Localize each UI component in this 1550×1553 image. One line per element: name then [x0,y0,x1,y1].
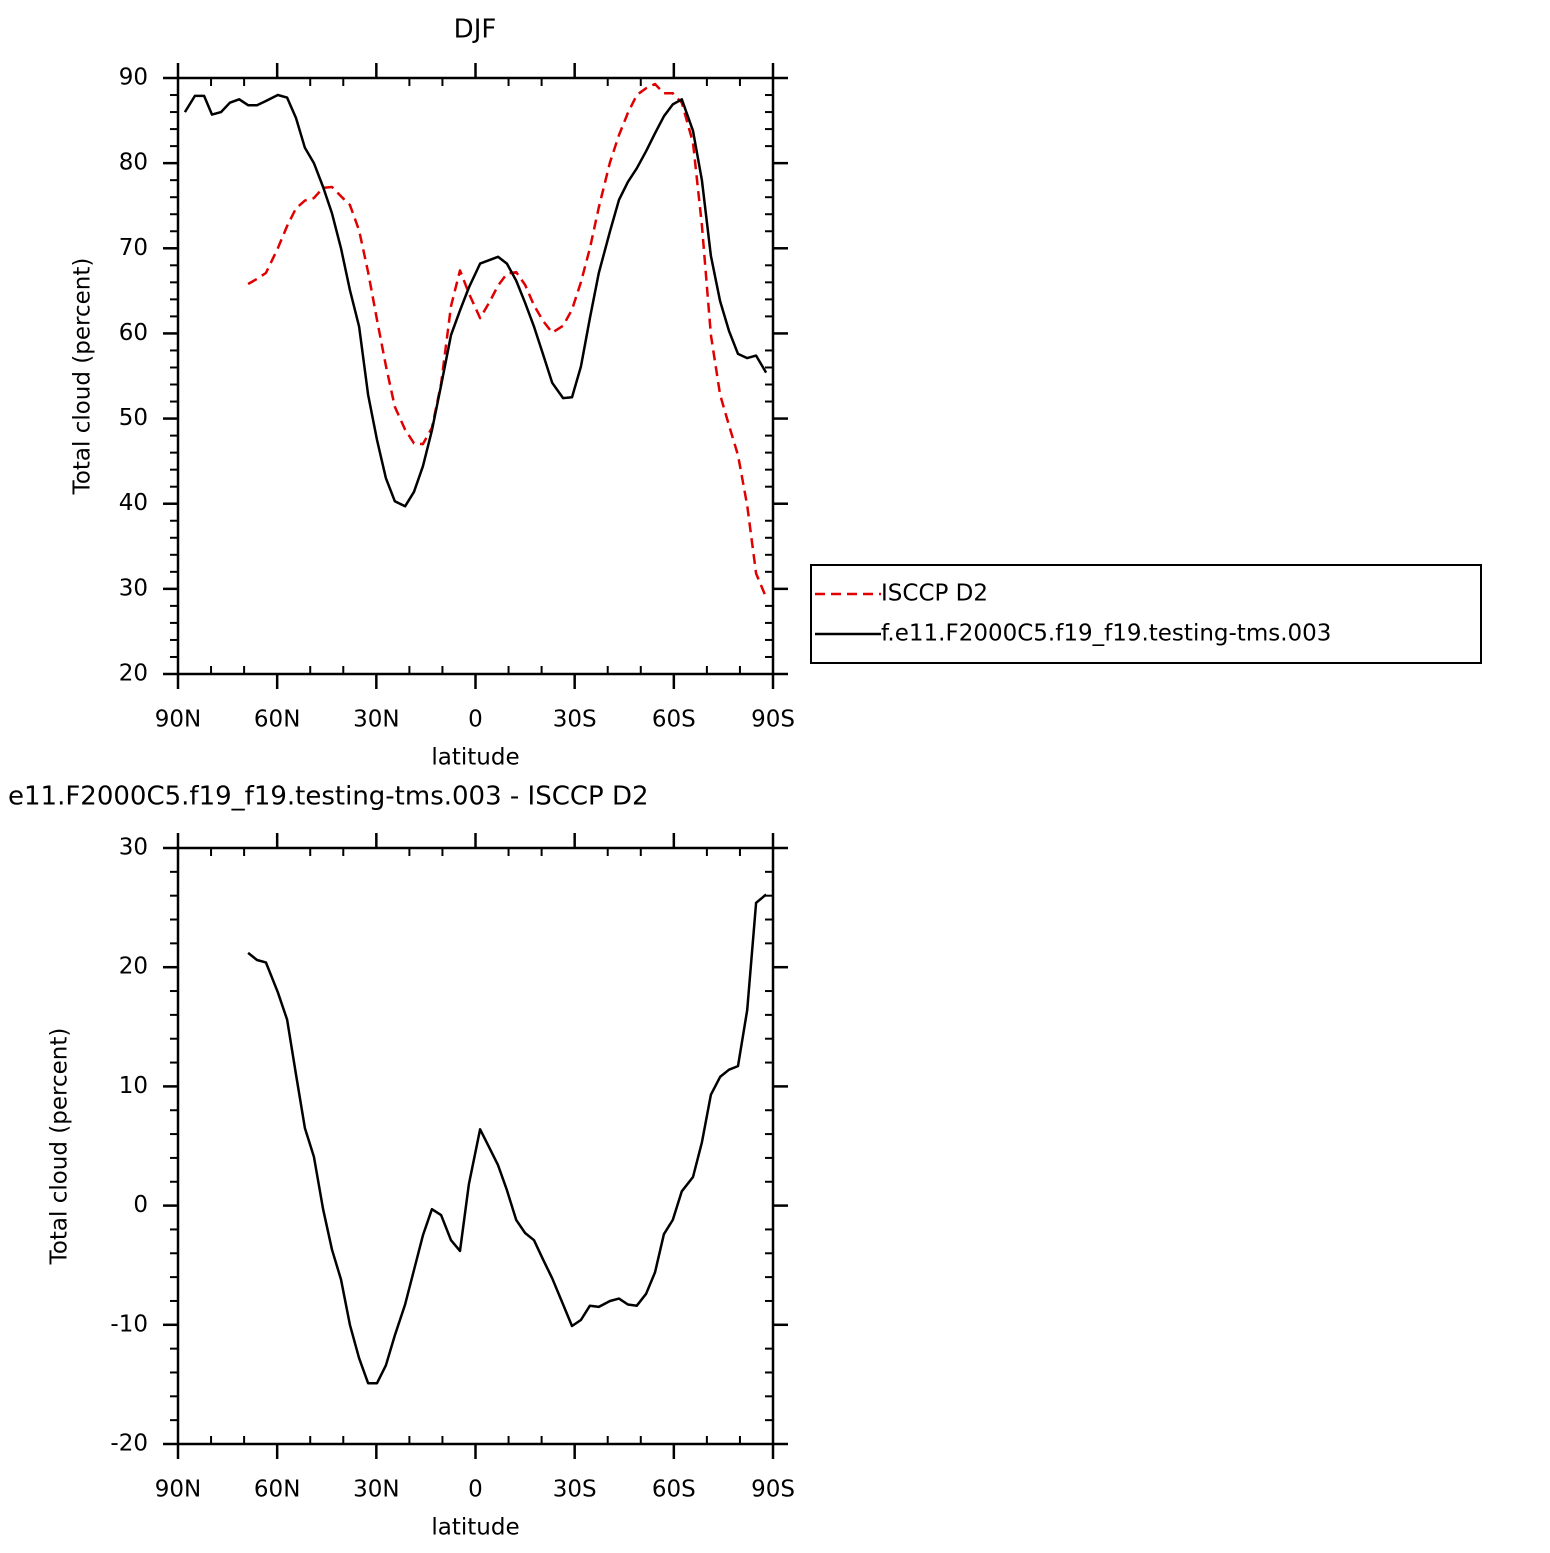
x-tick-label: 30S [553,707,597,733]
y-tick-label: 20 [119,954,148,980]
y-tick-label: 20 [119,661,148,687]
y-tick-label: 70 [119,235,148,261]
legend-label: f.e11.F2000C5.f19_f19.testing-tms.003 [881,621,1331,647]
data-line [183,93,768,508]
x-tick-label: 60N [254,707,300,733]
y-tick-label: 40 [119,490,148,516]
x-tick-label: 30S [553,1477,597,1503]
data-line [247,82,768,598]
y-tick-label: 30 [119,835,148,861]
x-tick-label: 60N [254,1477,300,1503]
x-tick-label: 60S [652,1477,696,1503]
x-tick-label: 30N [353,707,399,733]
x-tick-label: 60S [652,707,696,733]
data-line [247,893,767,1385]
y-tick-label: 90 [119,65,148,91]
x-tick-label: 0 [468,1477,483,1503]
y-axis-label: Total cloud (percent) [47,1028,73,1266]
y-tick-label: 30 [119,575,148,601]
y-tick-label: 50 [119,405,148,431]
x-tick-label: 90N [155,1477,201,1503]
x-axis-label: latitude [431,1515,519,1541]
x-axis-label: latitude [431,745,519,771]
chart-title: e11.F2000C5.f19_f19.testing-tms.003 - IS… [8,782,649,812]
legend-label: ISCCP D2 [881,581,988,607]
x-tick-label: 90N [155,707,201,733]
legend-box [810,564,1482,664]
y-tick-label: 60 [119,320,148,346]
x-tick-label: 0 [468,707,483,733]
y-tick-label: 0 [133,1192,148,1218]
y-tick-label: 80 [119,150,148,176]
x-tick-label: 30N [353,1477,399,1503]
y-axis-label: Total cloud (percent) [70,258,96,496]
y-tick-label: 10 [119,1073,148,1099]
x-tick-label: 90S [751,1477,795,1503]
plot-frame [176,76,775,676]
y-tick-label: -20 [110,1431,148,1457]
y-tick-label: -10 [110,1311,148,1337]
x-tick-label: 90S [751,707,795,733]
chart-title: DJF [454,15,497,45]
